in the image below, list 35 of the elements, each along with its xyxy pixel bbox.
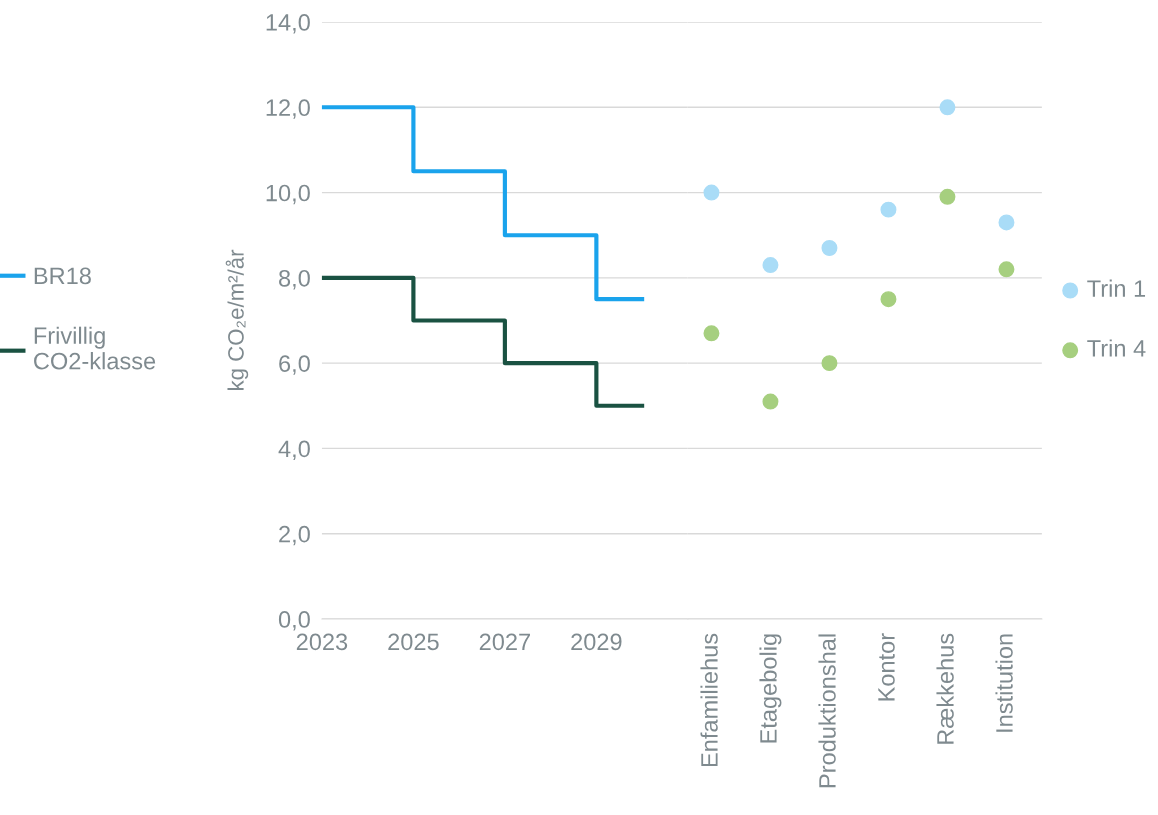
legend-label: Trin 4 [1087,339,1146,357]
x-tick-label: 2023 [296,633,348,651]
y-tick-label: 0,0 [278,611,310,631]
y-tick-label: 14,0 [266,14,310,34]
x-tick-label: Institution [995,634,1013,732]
x-tick-label: Rækkehus [936,633,954,744]
y-tick-label: 2,0 [279,525,310,546]
point [821,355,838,372]
point [762,393,779,410]
point [998,214,1015,231]
point [703,325,720,342]
point [821,240,838,256]
y-tick-label: 10,0 [266,184,310,205]
x-tick-label: Produktionshal [818,634,836,788]
point [998,261,1015,278]
x-tick-label: 2025 [388,633,439,651]
legend-label: Trin 1 [1087,279,1146,297]
legend-label: Frivillig CO2-klasse [34,326,156,370]
y-tick-label: 4,0 [278,440,310,460]
y-tick-label: 12,0 [266,99,310,119]
x-tick-label: Enfamiliehus [700,633,718,767]
point [762,257,779,274]
x-tick-label: 2027 [479,633,530,651]
legend-label: BR18 [34,267,91,285]
x-tick-label: Kontor [878,633,895,701]
x-tick-label: Etagebolig [759,634,782,743]
y-tick-label: 8,0 [279,269,310,290]
point [703,184,720,201]
point [939,99,956,116]
point [880,201,897,218]
x-tick-label: 2029 [571,633,622,651]
point [939,188,956,205]
point [880,291,897,308]
y-axis-title: kg CO₂e/m²/år [225,249,249,390]
y-tick-label: 6,0 [279,355,310,375]
